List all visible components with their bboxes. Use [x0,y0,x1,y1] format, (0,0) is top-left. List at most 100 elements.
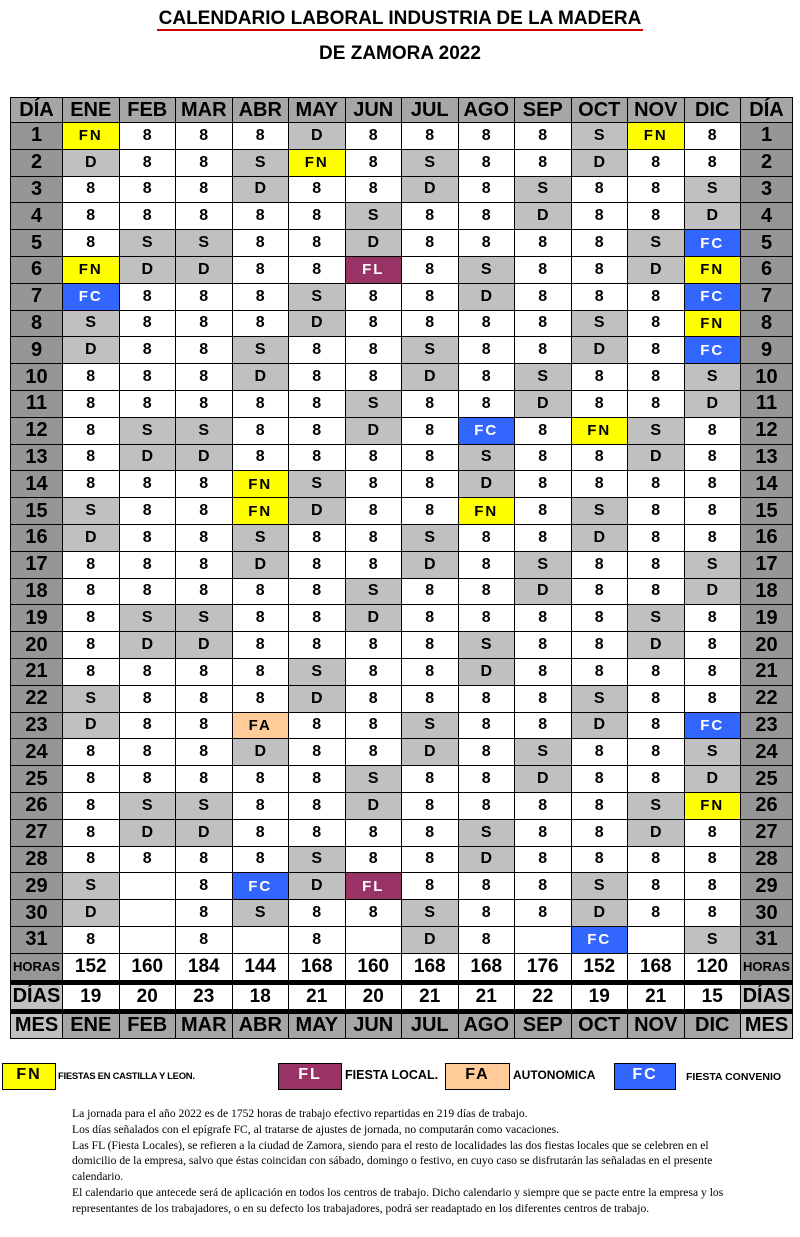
day-cell: S [118,416,176,445]
day-number: 4 [740,202,793,231]
day-cell: FC [683,282,741,311]
day-cell: 8 [344,684,402,713]
day-cell: D [175,631,233,659]
day-cell: S [627,229,685,257]
day-number: 15 [740,497,793,525]
day-cell: 8 [514,229,572,257]
dias-label: DÍAS [10,981,63,1014]
day-cell: 8 [231,791,289,820]
day-cell: 8 [175,845,233,874]
day-cell: D [62,711,120,740]
day-cell: 8 [570,791,628,820]
day-cell: 8 [570,818,628,847]
day-cell: 8 [175,899,233,927]
month-footer: ENE [62,1010,120,1039]
day-cell: 8 [570,550,628,579]
day-cell: 8 [344,899,402,927]
day-cell [627,925,685,954]
legend-swatch-fa: FA [445,1063,510,1090]
day-cell: 8 [514,684,572,713]
day-cell: 8 [288,577,346,606]
day-cell: 8 [231,122,289,150]
day-number: 30 [10,899,63,927]
day-cell: 8 [62,818,120,847]
legend-swatch-fc: FC [614,1063,676,1090]
day-cell: D [401,925,459,954]
day-cell: 8 [457,202,515,231]
day-number: 16 [10,523,63,552]
table-row: 12 8 S S 8 8 D 8 FC 8 FN S 8 12 [10,416,793,445]
day-cell: 8 [118,577,176,606]
day-number: 12 [740,416,793,445]
day-cell: S [62,684,120,713]
day-cell: 8 [683,684,741,713]
day-cell: S [62,497,120,525]
day-cell [231,925,289,954]
day-cell: 8 [118,765,176,793]
hours-total: 120 [683,952,741,985]
day-cell: S [401,148,459,177]
note-3: Las FL (Fiesta Locales), se refieren a l… [72,1138,713,1184]
day-cell: 8 [457,765,515,793]
day-cell: 8 [401,443,459,472]
day-cell: D [62,899,120,927]
days-total: 22 [514,981,572,1014]
day-cell: 8 [401,416,459,445]
day-cell: 8 [118,657,176,686]
month-footer: SEP [514,1010,572,1039]
day-number: 22 [10,684,63,713]
day-cell: 8 [514,631,572,659]
day-cell: 8 [118,363,176,391]
day-cell: 8 [175,389,233,418]
day-cell [118,899,176,927]
day-cell: 8 [514,443,572,472]
month-header: SEP [514,97,572,123]
day-header: DÍA [740,97,793,123]
day-cell: 8 [175,309,233,338]
table-row: 20 8 D D 8 8 8 8 S 8 8 D 8 20 [10,631,793,659]
day-cell: 8 [457,175,515,204]
day-number: 6 [740,255,793,284]
day-cell [514,925,572,954]
day-cell: 8 [627,497,685,525]
day-cell: S [457,631,515,659]
day-number: 27 [10,818,63,847]
day-cell: D [231,738,289,767]
day-cell: 8 [570,202,628,231]
day-cell: D [401,363,459,391]
day-cell: 8 [62,765,120,793]
note-2: Los días señalados con el epígrafe FC, a… [72,1122,560,1136]
day-cell: 8 [62,925,120,954]
day-number: 26 [10,791,63,820]
day-cell: D [288,497,346,525]
day-cell: 8 [514,497,572,525]
day-cell: FL [344,872,402,901]
page-title: CALENDARIO LABORAL INDUSTRIA DE LA MADER… [0,8,800,31]
day-cell: S [514,363,572,391]
day-cell: D [514,765,572,793]
day-cell: 8 [231,416,289,445]
day-cell: 8 [401,577,459,606]
day-cell: 8 [514,282,572,311]
day-cell: 8 [401,684,459,713]
day-cell: 8 [401,229,459,257]
day-cell: 8 [401,631,459,659]
day-cell: S [231,336,289,365]
day-cell: S [62,309,120,338]
title-line-1: CALENDARIO LABORAL INDUSTRIA DE LA MADER… [156,8,644,31]
days-total: 23 [175,981,233,1014]
day-cell: 8 [627,845,685,874]
day-cell: 8 [683,657,741,686]
day-number: 7 [10,282,63,311]
day-cell: 8 [401,765,459,793]
day-cell: 8 [570,470,628,499]
day-cell: S [231,899,289,927]
month-footer: JUN [344,1010,402,1039]
days-total: 21 [401,981,459,1014]
day-number: 26 [740,791,793,820]
day-cell: 8 [627,282,685,311]
day-cell: 8 [683,523,741,552]
day-cell: S [118,604,176,633]
day-cell: D [570,336,628,365]
day-cell: D [457,657,515,686]
